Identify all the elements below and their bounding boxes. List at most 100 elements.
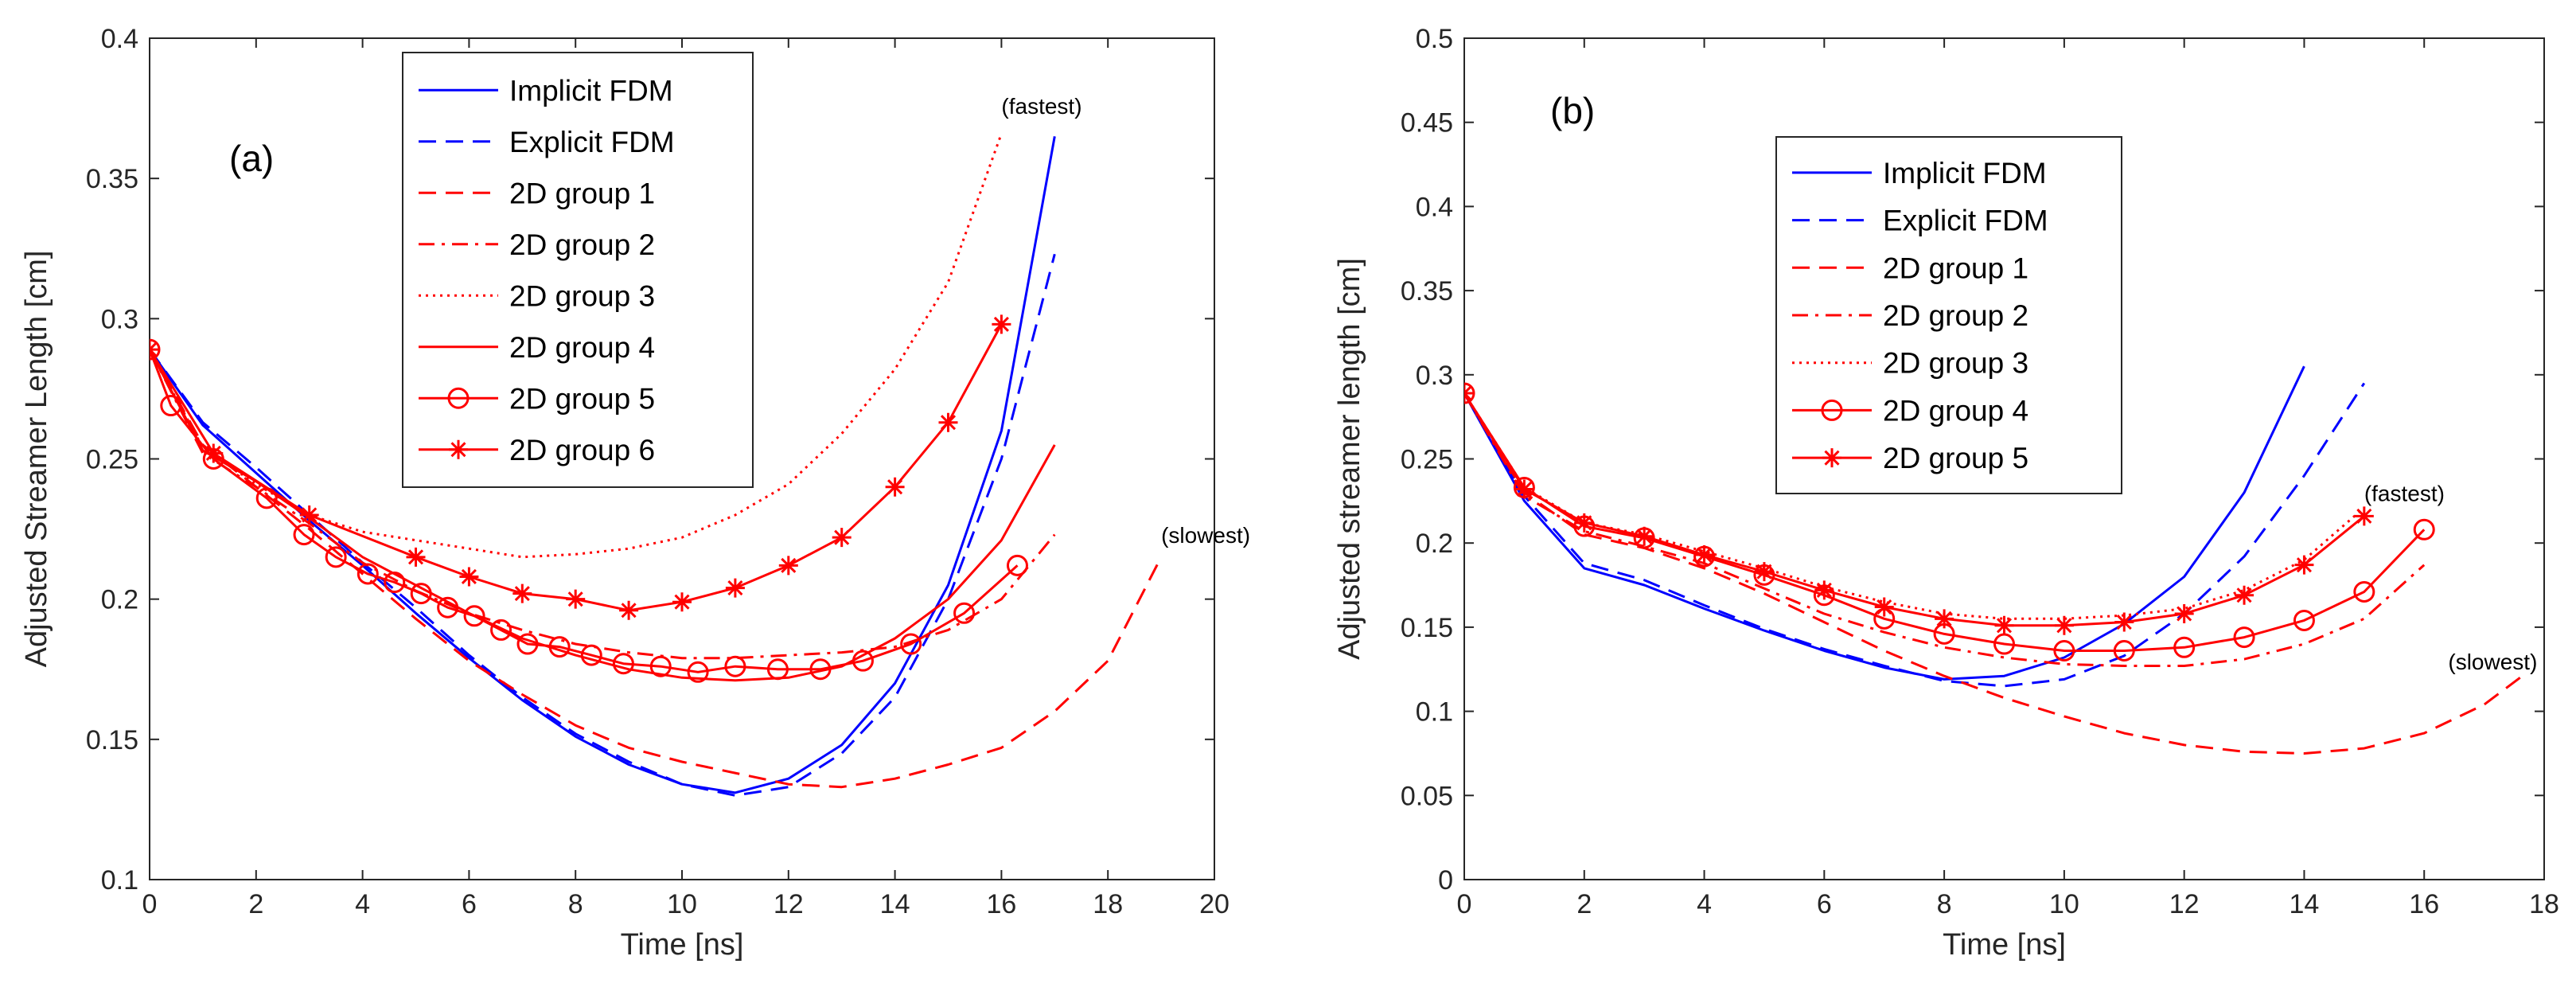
chart-b-series-explicit-fdm-line xyxy=(1464,382,2366,688)
chart-b-legend-label: 2D group 3 xyxy=(1883,347,2028,380)
chart-a-xtick-label: 6 xyxy=(462,889,477,919)
chart-a-legend-box xyxy=(402,52,754,488)
chart-b-xtick-label: 4 xyxy=(1697,889,1712,919)
chart-b-legend-entry: 2D group 2 xyxy=(1792,299,2028,332)
chart-b-series-2d-group-5-star-marker-1 xyxy=(1514,479,1534,499)
chart-a-ylabel: Adjusted Streamer Length [cm] xyxy=(20,251,53,668)
chart-a-series-2d-group-5-circle-marker-16 xyxy=(649,655,672,677)
chart-a-xtick-label: 4 xyxy=(355,889,370,919)
chart-a-xtick-label: 20 xyxy=(1199,889,1230,919)
chart-a-xtick-label: 12 xyxy=(774,889,804,919)
chart-a-legend-entry: Implicit FDM xyxy=(419,74,673,107)
chart-a-panel-label: (a) xyxy=(229,138,274,179)
chart-a-series-2d-group-1-line xyxy=(150,349,1163,789)
chart-a-legend-label: 2D group 2 xyxy=(509,228,655,261)
chart-a-series-2d-group-6-star-marker-0 xyxy=(150,340,159,360)
chart-a-series-2d-group-6-star-marker-1 xyxy=(204,443,224,463)
chart-a-series-2d-group-5-circle-marker-24 xyxy=(1006,554,1028,576)
chart-a-legend: Implicit FDM Explicit FDM 2D group 1 2D gro… xyxy=(402,52,754,488)
chart-b-ytick-label: 0.1 xyxy=(1416,697,1453,728)
chart-a-series-2d-group-6-star-marker-7 xyxy=(619,600,639,620)
chart-a-series-2d-group-4-line xyxy=(150,349,1056,682)
chart-a-annotation: (fastest) xyxy=(1001,94,1081,119)
chart-a-ytick-label: 0.35 xyxy=(86,164,138,194)
chart-b-panel-label: (b) xyxy=(1550,90,1595,131)
chart-b-series-2d-group-5-star-marker-6 xyxy=(1814,580,1834,600)
chart-a-legend-label: 2D group 3 xyxy=(509,279,655,312)
chart-b-series-2d-group-4-circle-marker-14 xyxy=(2293,609,2315,631)
chart-a-series-2d-group-5-circle-marker-9 xyxy=(437,596,459,619)
chart-b-legend-label: 2D group 5 xyxy=(1883,442,2028,474)
chart-a: 0 2 4 6 8 10 12 14 16 18 20 0.1 0.15 0.2 0.25 0.3 0.35 0.… xyxy=(20,24,1250,962)
chart-a-xtick-label: 2 xyxy=(248,889,263,919)
chart-b-annotation: (fastest) xyxy=(2364,481,2445,505)
chart-a-series-2d-group-5-circle-marker-14 xyxy=(580,644,602,666)
chart-a-series-2d-group-6-star-marker-9 xyxy=(725,578,745,598)
chart-a-xtick-label: 14 xyxy=(880,889,910,919)
chart-a-series-2d-group-5-circle-marker-20 xyxy=(809,658,832,681)
chart-b-series-2d-group-5-star-marker-11 xyxy=(2114,612,2134,632)
chart-a-series-2d-group-5-circle-marker-21 xyxy=(852,650,874,672)
chart-b-legend-label: 2D group 1 xyxy=(1883,252,2028,284)
chart-a-xtick-label: 18 xyxy=(1093,889,1123,919)
chart-a-ytick-label: 0.2 xyxy=(101,585,138,615)
chart-b-xtick-label: 18 xyxy=(2529,889,2559,919)
chart-a-series-2d-group-2-line xyxy=(150,349,1056,660)
chart-a-series-2d-group-6-star-marker-4 xyxy=(459,567,479,587)
chart-b-ytick-label: 0.15 xyxy=(1401,613,1453,643)
chart-b-legend-label: Implicit FDM xyxy=(1883,157,2047,189)
chart-a-legend-entry: 2D group 1 xyxy=(419,177,655,209)
chart-a-series-2d-group-6-star-marker-6 xyxy=(566,589,586,609)
chart-b-legend-entry: 2D group 4 xyxy=(1792,394,2028,427)
chart-b-ytick-label: 0.2 xyxy=(1416,529,1453,559)
chart-a-legend-label: 2D group 6 xyxy=(509,434,655,466)
chart-b-legend-entry: 2D group 1 xyxy=(1792,252,2028,284)
chart-a-series-2d-group-5-circle-marker-5 xyxy=(325,546,347,568)
chart-b-series-2d-group-5-star-marker-8 xyxy=(1935,609,1954,629)
chart-a-series-2d-group-5-circle-marker-23 xyxy=(953,602,976,624)
chart-b-xtick-label: 14 xyxy=(2290,889,2320,919)
chart-a-legend-entry: Explicit FDM xyxy=(419,126,675,158)
chart-a-series-2d-group-5-circle-marker-6 xyxy=(357,563,379,585)
chart-b-series-implicit-fdm-line xyxy=(1464,365,2305,681)
chart-b-ytick-label: 0.35 xyxy=(1401,276,1453,306)
chart-a-series-2d-group-6-star-marker-8 xyxy=(672,592,692,612)
chart-b-xtick-label: 8 xyxy=(1937,889,1952,919)
chart-a-series-2d-group-5-circle-marker-13 xyxy=(548,636,571,658)
chart-a-series-group xyxy=(150,133,1163,797)
chart-a-legend-label: 2D group 4 xyxy=(509,331,655,364)
chart-b: 0 2 4 6 8 10 12 14 16 18 0 0.05 0.1 0.15 0.2 0.25 0.3 0.3… xyxy=(1333,24,2559,962)
chart-b-series-2d-group-5-line xyxy=(1464,392,2365,627)
chart-b-series-2d-group-4-line xyxy=(1464,392,2426,652)
chart-a-series-2d-group-6-star-marker-2 xyxy=(299,505,319,525)
chart-b-series-2d-group-4-circle-marker-11 xyxy=(2113,639,2135,661)
chart-b-xtick-label: 0 xyxy=(1457,889,1472,919)
chart-b-xtick-label: 16 xyxy=(2409,889,2439,919)
chart-a-annotation: (slowest) xyxy=(1161,523,1250,548)
chart-b-ytick-label: 0.45 xyxy=(1401,108,1453,139)
chart-b-xtick-label: 10 xyxy=(2049,889,2079,919)
chart-a-series-2d-group-6-star-marker-14 xyxy=(992,314,1011,334)
chart-a-series-2d-group-5-circle-marker-8 xyxy=(410,583,432,605)
chart-a-series-2d-group-5-circle-marker-1 xyxy=(160,395,182,417)
chart-a-ytick-label: 0.1 xyxy=(101,865,138,896)
chart-a-legend-label: 2D group 1 xyxy=(509,177,655,209)
chart-b-ytick-label: 0.4 xyxy=(1416,192,1453,222)
chart-a-ytick-label: 0.4 xyxy=(101,24,138,54)
chart-a-series-2d-group-5-circle-marker-7 xyxy=(384,572,406,594)
chart-a-series-2d-group-6-star-marker-3 xyxy=(406,547,426,567)
chart-a-xtick-label: 8 xyxy=(568,889,583,919)
chart-a-series-2d-group-5-circle-marker-19 xyxy=(766,658,789,681)
chart-b-xtick-label: 2 xyxy=(1576,889,1592,919)
chart-a-series-2d-group-5-line xyxy=(150,349,1019,673)
chart-b-series-2d-group-4-circle-marker-10 xyxy=(2053,639,2075,661)
chart-b-series-2d-group-3-line xyxy=(1464,392,2365,620)
chart-b-ylabel: Adjusted streamer length [cm] xyxy=(1333,258,1366,660)
chart-a-legend-entry: 2D group 2 xyxy=(419,228,655,261)
chart-a-legend-label: Implicit FDM xyxy=(509,74,673,107)
chart-b-series-2d-group-5-star-marker-5 xyxy=(1754,562,1774,582)
chart-b-series-2d-group-4-circle-marker-16 xyxy=(2413,518,2435,540)
chart-a-legend-entry: 2D group 4 xyxy=(419,331,655,364)
chart-a-series-2d-group-5-circle-marker-22 xyxy=(900,633,922,655)
